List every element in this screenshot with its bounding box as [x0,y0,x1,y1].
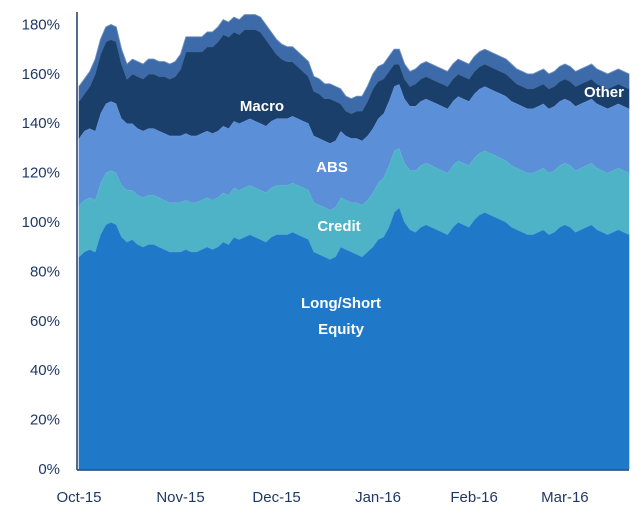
x-tick-labels: Oct-15 Nov-15 Dec-15 Jan-16 Feb-16 Mar-16 [56,489,588,506]
y-tick-label: 120% [22,165,60,182]
y-tick-label: 100% [22,214,60,231]
series-labels: Macro ABS Credit Long/Short Equity Other [240,84,624,338]
area-other [78,14,630,114]
label-equity: Equity [318,321,364,338]
x-tick-label: Oct-15 [56,489,101,506]
area-edge-other [78,13,630,100]
y-tick-label: 160% [22,66,60,83]
label-long-short: Long/Short [301,295,381,312]
y-tick-label: 40% [30,362,60,379]
x-tick-label: Mar-16 [541,489,589,506]
area-series-group [78,13,630,470]
x-tick-label: Jan-16 [355,489,401,506]
y-tick-label: 0% [38,461,60,478]
x-tick-label: Dec-15 [252,489,300,506]
label-credit: Credit [317,218,360,235]
label-other: Other [584,84,624,101]
y-tick-label: 20% [30,412,60,429]
y-tick-label: 60% [30,313,60,330]
y-tick-label: 80% [30,263,60,280]
label-macro: Macro [240,98,284,115]
x-tick-label: Feb-16 [450,489,498,506]
y-tick-label: 180% [22,16,60,33]
y-tick-label: 140% [22,115,60,132]
label-abs: ABS [316,159,348,176]
y-tick-labels: 0% 20% 40% 60% 80% 100% 120% 140% 160% 180% [22,16,60,478]
x-tick-label: Nov-15 [156,489,204,506]
